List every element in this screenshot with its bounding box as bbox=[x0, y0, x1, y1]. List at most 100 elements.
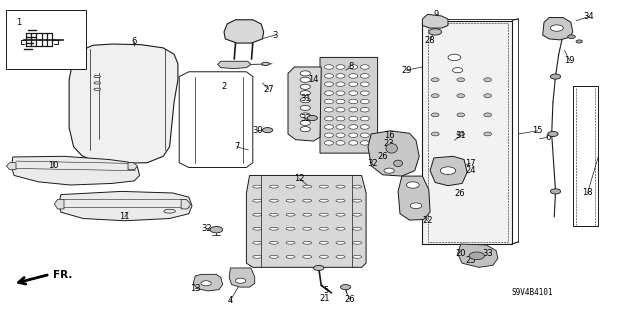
Text: 20: 20 bbox=[456, 249, 466, 258]
Circle shape bbox=[324, 108, 333, 112]
Text: 6: 6 bbox=[545, 133, 550, 142]
Ellipse shape bbox=[253, 185, 262, 188]
Circle shape bbox=[324, 99, 333, 104]
Ellipse shape bbox=[286, 227, 295, 230]
Circle shape bbox=[324, 141, 333, 145]
Circle shape bbox=[457, 78, 465, 82]
Text: 32: 32 bbox=[367, 159, 378, 168]
Ellipse shape bbox=[319, 213, 328, 216]
Circle shape bbox=[469, 252, 484, 260]
Circle shape bbox=[360, 82, 369, 86]
Circle shape bbox=[324, 82, 333, 86]
Text: 8: 8 bbox=[348, 63, 353, 71]
Circle shape bbox=[457, 132, 465, 136]
Circle shape bbox=[349, 99, 358, 104]
Text: 27: 27 bbox=[264, 85, 274, 94]
Text: S9V4B4101: S9V4B4101 bbox=[512, 288, 554, 297]
Ellipse shape bbox=[269, 241, 278, 244]
Circle shape bbox=[336, 116, 345, 121]
Ellipse shape bbox=[336, 185, 345, 188]
Polygon shape bbox=[193, 274, 223, 291]
Text: 3: 3 bbox=[273, 31, 278, 40]
Circle shape bbox=[440, 167, 456, 174]
Polygon shape bbox=[224, 20, 264, 43]
Ellipse shape bbox=[336, 213, 345, 216]
Ellipse shape bbox=[286, 185, 295, 188]
Polygon shape bbox=[288, 67, 321, 141]
Circle shape bbox=[349, 91, 358, 95]
Polygon shape bbox=[54, 199, 64, 209]
Ellipse shape bbox=[353, 185, 362, 188]
Text: 15: 15 bbox=[532, 126, 543, 135]
Text: 21: 21 bbox=[320, 294, 330, 303]
Circle shape bbox=[300, 71, 310, 76]
Circle shape bbox=[210, 226, 223, 233]
Circle shape bbox=[431, 94, 439, 98]
Circle shape bbox=[300, 105, 310, 110]
Ellipse shape bbox=[303, 199, 312, 202]
Text: 31: 31 bbox=[456, 131, 466, 140]
Ellipse shape bbox=[303, 241, 312, 244]
Circle shape bbox=[431, 132, 439, 136]
Circle shape bbox=[360, 133, 369, 137]
Text: 25: 25 bbox=[465, 256, 476, 265]
Polygon shape bbox=[422, 21, 512, 244]
Ellipse shape bbox=[394, 160, 403, 167]
Polygon shape bbox=[543, 18, 573, 40]
Circle shape bbox=[340, 285, 351, 290]
Circle shape bbox=[336, 125, 345, 129]
Text: 12: 12 bbox=[294, 174, 305, 183]
Ellipse shape bbox=[286, 255, 295, 258]
Circle shape bbox=[360, 141, 369, 145]
Polygon shape bbox=[6, 10, 86, 69]
Circle shape bbox=[349, 74, 358, 78]
Ellipse shape bbox=[336, 241, 345, 244]
Text: 19: 19 bbox=[564, 56, 575, 65]
Polygon shape bbox=[458, 244, 498, 267]
Ellipse shape bbox=[253, 255, 262, 258]
Circle shape bbox=[349, 141, 358, 145]
Circle shape bbox=[336, 133, 345, 137]
Circle shape bbox=[349, 82, 358, 86]
Text: 13: 13 bbox=[190, 284, 200, 293]
Text: 26: 26 bbox=[345, 295, 355, 304]
Polygon shape bbox=[128, 163, 138, 170]
Circle shape bbox=[484, 94, 492, 98]
Ellipse shape bbox=[319, 255, 328, 258]
Text: 28: 28 bbox=[425, 36, 435, 45]
Polygon shape bbox=[398, 176, 430, 220]
Circle shape bbox=[324, 74, 333, 78]
Ellipse shape bbox=[94, 76, 100, 78]
Ellipse shape bbox=[319, 241, 328, 244]
Circle shape bbox=[336, 91, 345, 95]
Text: 30: 30 bbox=[253, 126, 263, 135]
Polygon shape bbox=[181, 199, 191, 209]
Polygon shape bbox=[6, 163, 16, 170]
Circle shape bbox=[300, 127, 310, 132]
Circle shape bbox=[448, 54, 461, 61]
Text: 23: 23 bbox=[384, 139, 394, 148]
Circle shape bbox=[360, 65, 369, 69]
Circle shape bbox=[336, 108, 345, 112]
Text: 18: 18 bbox=[582, 189, 593, 197]
Ellipse shape bbox=[269, 255, 278, 258]
Text: 14: 14 bbox=[308, 75, 319, 84]
Ellipse shape bbox=[94, 88, 100, 91]
Circle shape bbox=[201, 281, 211, 286]
Ellipse shape bbox=[94, 82, 100, 84]
Circle shape bbox=[457, 94, 465, 98]
Ellipse shape bbox=[303, 227, 312, 230]
Text: 6: 6 bbox=[132, 37, 137, 46]
Circle shape bbox=[360, 125, 369, 129]
Text: 29: 29 bbox=[401, 66, 412, 75]
Circle shape bbox=[324, 133, 333, 137]
Ellipse shape bbox=[269, 213, 278, 216]
Polygon shape bbox=[368, 131, 419, 176]
Circle shape bbox=[324, 116, 333, 121]
Text: 32: 32 bbox=[301, 114, 311, 122]
Text: 22: 22 bbox=[422, 216, 433, 225]
Circle shape bbox=[307, 115, 317, 121]
Circle shape bbox=[360, 74, 369, 78]
Ellipse shape bbox=[319, 227, 328, 230]
Circle shape bbox=[431, 113, 439, 117]
